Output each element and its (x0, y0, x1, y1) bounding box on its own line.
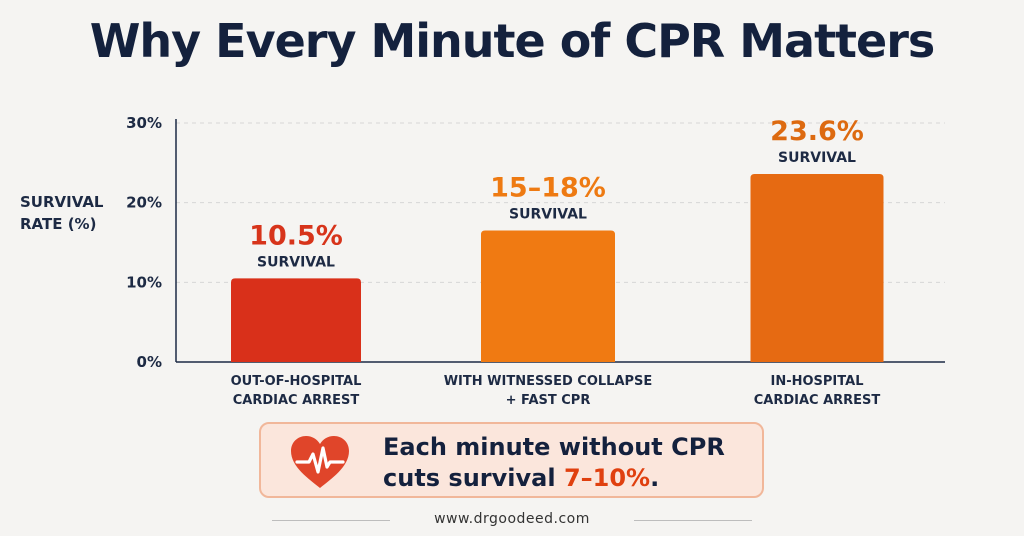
callout-text: Each minute without CPR cuts survival 7–… (383, 432, 725, 494)
bar (481, 230, 615, 362)
y-tick-label: 30% (126, 114, 162, 132)
bar (750, 173, 884, 362)
footer-url[interactable]: www.drgoodeed.com (434, 511, 590, 527)
callout-highlight: 7–10% (563, 464, 651, 492)
footer: www.drgoodeed.com (0, 510, 1024, 530)
callout-line-2-suffix: . (650, 464, 660, 492)
x-category-label: CARDIAC ARREST (233, 393, 360, 408)
y-axis-label-line: RATE (%) (20, 215, 97, 233)
callout-line-2-prefix: cuts survival (383, 464, 564, 492)
heartbeat-icon (291, 436, 349, 488)
callout-line-1: Each minute without CPR (383, 433, 725, 461)
callout-box: Each minute without CPR cuts survival 7–… (259, 422, 764, 498)
bar-value-label: 10.5% (249, 220, 343, 251)
y-tick-label: 0% (137, 353, 162, 371)
bar-chart: 0% 10% 20% 30% SURVIVAL 10.5% OUT-OF-HOSPITAL C… (126, 114, 945, 408)
y-axis-label-line: SURVIVAL (20, 193, 104, 211)
x-category-label: CARDIAC ARREST (754, 393, 881, 408)
x-category-label: + FAST CPR (506, 393, 591, 408)
chart-title: Why Every Minute of CPR Matters (89, 14, 936, 68)
bar (231, 278, 361, 362)
callout-line-2: cuts survival 7–10%. (383, 463, 725, 494)
y-tick-label: 10% (126, 273, 162, 291)
x-category-label: WITH WITNESSED COLLAPSE (444, 374, 653, 389)
footer-divider-left (272, 520, 390, 521)
footer-divider-right (634, 520, 752, 521)
bar-sublabel: SURVIVAL (257, 254, 335, 270)
x-category-label: IN-HOSPITAL (771, 374, 864, 389)
x-category-label: OUT-OF-HOSPITAL (231, 374, 362, 389)
y-tick-label: 20% (126, 194, 162, 212)
bar-value-label: 15–18% (490, 173, 606, 204)
bar-value-label: 23.6% (770, 116, 864, 147)
y-axis-label: SURVIVAL RATE (%) (20, 191, 130, 235)
bar-sublabel: SURVIVAL (778, 150, 856, 166)
bar-sublabel: SURVIVAL (509, 207, 587, 223)
